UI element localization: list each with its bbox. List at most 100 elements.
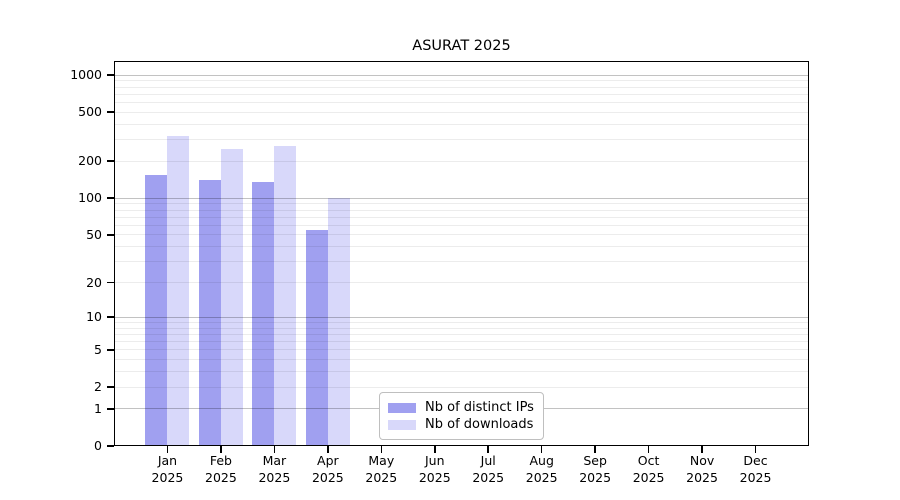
- gridline-minor-9: [115, 321, 808, 323]
- y-tick-label-0: 0: [94, 438, 102, 453]
- x-tick-year-apr: 2025: [311, 469, 344, 485]
- legend-item-distinct-ips: Nb of distinct IPs: [388, 399, 534, 416]
- x-tick-label-apr: Apr 2025: [296, 453, 360, 486]
- x-tick-month-aug: Aug: [529, 453, 554, 468]
- gridline-minor-90: [115, 203, 808, 205]
- gridline-major-1000: [115, 74, 808, 76]
- y-tick-2: [107, 386, 114, 388]
- x-tick-month-nov: Nov: [689, 453, 715, 468]
- gridline-minor-20: [115, 282, 808, 284]
- y-tick-label-50: 50: [86, 226, 102, 242]
- x-tick-label-sep: Sep 2025: [563, 453, 627, 486]
- x-tick-oct: [647, 446, 650, 453]
- gridline-minor-600: [115, 101, 808, 103]
- x-tick-label-may: May 2025: [349, 453, 413, 486]
- gridline-major-100: [115, 197, 808, 199]
- bar-nb-of-downloads-jan: [167, 136, 190, 446]
- gridline-minor-3: [115, 371, 808, 373]
- x-tick-label-dec: Dec 2025: [724, 453, 788, 486]
- bar-nb-of-distinct-ips-mar: [252, 182, 275, 446]
- bar-nb-of-distinct-ips-jan: [145, 174, 168, 446]
- gridline-minor-30: [115, 261, 808, 263]
- gridline-major-10: [115, 316, 808, 318]
- gridline-minor-500: [115, 111, 808, 113]
- y-tick-10: [107, 316, 114, 319]
- x-tick-jan: [166, 446, 169, 453]
- x-tick-label-jun: Jun 2025: [403, 453, 467, 486]
- x-tick-year-may: 2025: [365, 469, 398, 485]
- x-tick-month-jun: Jun: [425, 453, 445, 468]
- gridline-minor-5: [115, 349, 808, 351]
- gridline-minor-70: [115, 216, 808, 218]
- x-tick-year-sep: 2025: [579, 469, 612, 485]
- legend: Nb of distinct IPs Nb of downloads: [379, 392, 544, 440]
- y-tick-label-10: 10: [86, 309, 102, 325]
- x-tick-month-dec: Dec: [743, 453, 768, 468]
- y-tick-label-5: 5: [94, 341, 102, 357]
- gridline-minor-200: [115, 160, 808, 162]
- x-tick-label-oct: Oct 2025: [617, 453, 681, 486]
- gridline-minor-60: [115, 224, 808, 226]
- y-tick-label-1: 1: [94, 400, 102, 416]
- y-tick-label-200: 200: [78, 153, 102, 169]
- y-tick-5: [107, 349, 114, 351]
- x-tick-year-dec: 2025: [739, 469, 772, 485]
- bar-nb-of-distinct-ips-feb: [198, 180, 221, 446]
- legend-item-downloads: Nb of downloads: [388, 416, 534, 433]
- bar-nb-of-distinct-ips-apr: [305, 229, 328, 446]
- gridline-minor-300: [115, 139, 808, 141]
- gridline-minor-2: [115, 386, 808, 388]
- x-tick-year-nov: 2025: [686, 469, 718, 485]
- x-tick-label-feb: Feb 2025: [189, 453, 253, 486]
- x-tick-year-oct: 2025: [632, 469, 665, 485]
- y-tick-100: [107, 197, 114, 199]
- x-tick-mar: [273, 446, 276, 453]
- x-tick-month-sep: Sep: [583, 453, 607, 468]
- x-tick-sep: [594, 446, 596, 453]
- chart-title: ASURAT 2025: [412, 38, 511, 54]
- x-tick-jul: [487, 446, 490, 453]
- x-tick-aug: [540, 446, 543, 453]
- gridline-minor-700: [115, 93, 808, 95]
- y-tick-1: [107, 407, 114, 410]
- x-tick-label-jul: Jul 2025: [456, 453, 520, 486]
- gridline-minor-800: [115, 86, 808, 88]
- legend-swatch-distinct-ips: [388, 402, 416, 413]
- x-tick-feb: [220, 446, 222, 453]
- x-tick-nov: [701, 446, 703, 453]
- x-tick-label-jan: Jan 2025: [135, 453, 199, 486]
- x-tick-month-jul: Jul: [480, 453, 496, 468]
- gridline-minor-7: [115, 333, 808, 335]
- y-tick-label-100: 100: [78, 190, 102, 206]
- x-tick-dec: [754, 446, 757, 453]
- y-tick-1000: [107, 74, 114, 76]
- x-tick-month-jan: Jan: [157, 453, 178, 468]
- x-tick-label-aug: Aug 2025: [510, 453, 574, 486]
- x-tick-month-apr: Apr: [317, 453, 339, 468]
- gridline-minor-900: [115, 80, 808, 82]
- x-tick-year-jul: 2025: [472, 469, 505, 485]
- x-tick-year-jun: 2025: [418, 469, 451, 485]
- bar-nb-of-downloads-mar: [274, 146, 297, 446]
- gridline-minor-40: [115, 246, 808, 248]
- x-tick-month-may: May: [368, 453, 395, 468]
- y-tick-50: [107, 234, 114, 236]
- x-tick-year-jan: 2025: [151, 469, 184, 485]
- x-tick-may: [380, 446, 383, 453]
- x-tick-year-aug: 2025: [525, 469, 558, 485]
- gridline-minor-4: [115, 359, 808, 361]
- x-tick-month-feb: Feb: [209, 453, 232, 468]
- y-tick-label-1000: 1000: [70, 67, 102, 83]
- legend-swatch-downloads: [388, 419, 416, 430]
- y-tick-label-20: 20: [86, 274, 102, 290]
- x-tick-apr: [327, 446, 329, 453]
- legend-label-downloads: Nb of downloads: [425, 416, 534, 432]
- x-tick-year-feb: 2025: [205, 469, 237, 485]
- gridline-minor-80: [115, 209, 808, 211]
- x-tick-jun: [433, 446, 436, 453]
- gridline-minor-400: [115, 123, 808, 125]
- x-tick-month-oct: Oct: [637, 453, 660, 468]
- gridline-minor-8: [115, 327, 808, 329]
- legend-label-distinct-ips: Nb of distinct IPs: [425, 399, 534, 415]
